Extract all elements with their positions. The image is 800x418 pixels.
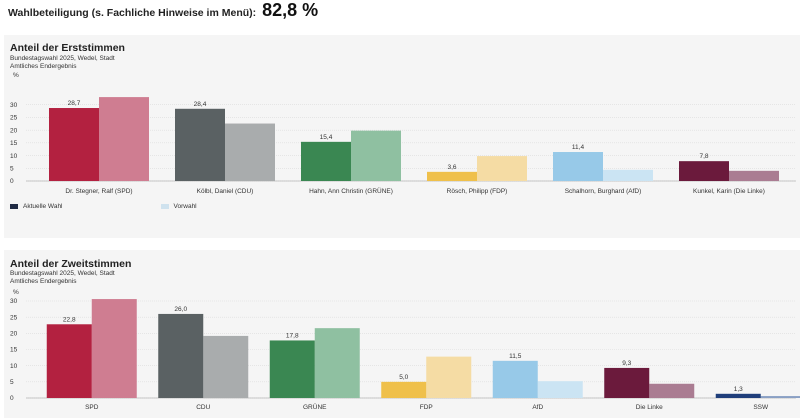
category-label: CDU bbox=[196, 404, 210, 411]
bar-previous-afd bbox=[537, 381, 583, 398]
chart-status: Amtliches Endergebnis bbox=[10, 63, 77, 70]
y-tick-label: 30 bbox=[10, 102, 18, 109]
bar-previous-k-lbl-daniel-cdu bbox=[225, 123, 275, 181]
second-vote-chart: 0 5 10 15 20 25 30 22,8 SPD 26,0 CDU 17,8 GRÜNE 5,0 FD… bbox=[10, 298, 800, 411]
turnout-value: 82,8 % bbox=[262, 0, 319, 20]
y-axis-unit: % bbox=[13, 289, 19, 296]
y-tick-label: 5 bbox=[10, 379, 14, 386]
legend-item-previous[interactable]: Vorwahl bbox=[160, 203, 197, 210]
y-tick-label: 25 bbox=[10, 115, 18, 122]
data-label: 5,0 bbox=[399, 374, 408, 381]
y-tick-label: 5 bbox=[10, 165, 14, 172]
turnout-header: Wahlbeteiligung (s. Fachliche Hinweise i… bbox=[8, 0, 318, 22]
legend-swatch-current bbox=[10, 204, 18, 209]
turnout-label: Wahlbeteiligung (s. Fachliche Hinweise i… bbox=[8, 7, 257, 19]
category-label: Rösch, Philipp (FDP) bbox=[447, 188, 508, 195]
legend-swatch-previous bbox=[160, 204, 169, 209]
bar-previous-spd bbox=[91, 299, 137, 398]
y-tick-label: 10 bbox=[10, 153, 18, 160]
legend-label-previous: Vorwahl bbox=[173, 203, 197, 210]
bar-previous-dr-stegner-ralf-spd bbox=[99, 97, 149, 181]
category-label: GRÜNE bbox=[303, 403, 327, 411]
bar-current-ssw bbox=[715, 393, 761, 398]
bar-current-cdu bbox=[158, 313, 204, 398]
bar-previous-gr-ne bbox=[314, 328, 360, 398]
legend-label-current: Aktuelle Wahl bbox=[23, 203, 63, 210]
y-tick-label: 15 bbox=[10, 140, 18, 147]
chart-status: Amtliches Endergebnis bbox=[10, 278, 77, 285]
y-tick-label: 15 bbox=[10, 347, 18, 354]
data-label: 11,4 bbox=[572, 144, 585, 151]
category-label: Kunkel, Karin (Die Linke) bbox=[693, 188, 765, 195]
first-vote-panel: Anteil der Erststimmen Bundestagswahl 20… bbox=[4, 35, 800, 238]
data-label: 15,4 bbox=[320, 134, 333, 141]
category-label: Kölbl, Daniel (CDU) bbox=[197, 188, 254, 195]
bar-current-kunkel-karin-die-linke bbox=[679, 161, 729, 181]
bar-current-hahn-ann-christin-gr-ne bbox=[301, 141, 351, 181]
data-label: 11,5 bbox=[509, 353, 522, 360]
category-label: Schalhorn, Burghard (AfD) bbox=[565, 188, 642, 195]
bar-previous-die-linke bbox=[649, 383, 695, 398]
y-tick-label: 0 bbox=[10, 395, 14, 402]
data-label: 28,4 bbox=[194, 101, 207, 108]
y-axis-unit: % bbox=[13, 72, 19, 79]
bar-previous-cdu bbox=[203, 335, 249, 398]
bar-previous-ssw bbox=[760, 396, 800, 398]
data-label: 7,8 bbox=[699, 153, 708, 160]
bar-current-die-linke bbox=[604, 367, 650, 398]
bar-current-afd bbox=[492, 360, 538, 398]
bar-previous-r-sch-philipp-fdp bbox=[477, 156, 527, 181]
y-tick-label: 25 bbox=[10, 314, 18, 321]
chart-legend: Aktuelle Wahl Vorwahl bbox=[10, 203, 295, 210]
category-label: AfD bbox=[532, 404, 543, 411]
bar-previous-hahn-ann-christin-gr-ne bbox=[351, 130, 401, 181]
legend-item-current[interactable]: Aktuelle Wahl bbox=[10, 203, 63, 210]
category-label: SPD bbox=[85, 404, 99, 411]
y-tick-label: 0 bbox=[10, 178, 14, 185]
bar-current-spd bbox=[46, 324, 92, 398]
bar-previous-schalhorn-burghard-afd bbox=[603, 169, 653, 181]
bar-current-dr-stegner-ralf-spd bbox=[49, 108, 99, 181]
data-label: 22,8 bbox=[63, 316, 76, 323]
category-label: Dr. Stegner, Ralf (SPD) bbox=[65, 188, 132, 195]
bar-previous-fdp bbox=[426, 356, 472, 398]
data-label: 28,7 bbox=[68, 100, 81, 107]
chart-title: Anteil der Erststimmen bbox=[10, 42, 125, 54]
y-tick-label: 30 bbox=[10, 298, 18, 305]
category-label: Hahn, Ann Christin (GRÜNE) bbox=[309, 187, 393, 195]
y-tick-label: 10 bbox=[10, 363, 18, 370]
category-label: SSW bbox=[753, 404, 769, 411]
bar-current-gr-ne bbox=[269, 340, 315, 398]
bar-current-fdp bbox=[381, 381, 427, 398]
second-vote-panel: Anteil der Zweitstimmen Bundestagswahl 2… bbox=[4, 250, 800, 418]
bar-current-k-lbl-daniel-cdu bbox=[175, 108, 225, 181]
data-label: 17,8 bbox=[286, 332, 299, 339]
bar-current-schalhorn-burghard-afd bbox=[553, 152, 603, 181]
bar-current-r-sch-philipp-fdp bbox=[427, 171, 477, 181]
chart-subtitle: Bundestagswahl 2025, Wedel, Stadt bbox=[10, 270, 115, 277]
y-tick-label: 20 bbox=[10, 331, 18, 338]
data-label: 9,3 bbox=[622, 360, 631, 367]
category-label: FDP bbox=[420, 404, 433, 411]
bar-previous-kunkel-karin-die-linke bbox=[729, 170, 779, 181]
first-vote-chart: 0 5 10 15 20 25 30 28,7 Dr. Stegner, Ralf (SPD) 2… bbox=[10, 97, 796, 195]
data-label: 3,6 bbox=[447, 164, 456, 171]
data-label: 1,3 bbox=[734, 386, 743, 393]
y-tick-label: 20 bbox=[10, 127, 18, 134]
category-label: Die Linke bbox=[636, 404, 663, 411]
data-label: 26,0 bbox=[174, 306, 187, 313]
chart-title: Anteil der Zweitstimmen bbox=[10, 258, 132, 270]
chart-subtitle: Bundestagswahl 2025, Wedel, Stadt bbox=[10, 55, 115, 62]
